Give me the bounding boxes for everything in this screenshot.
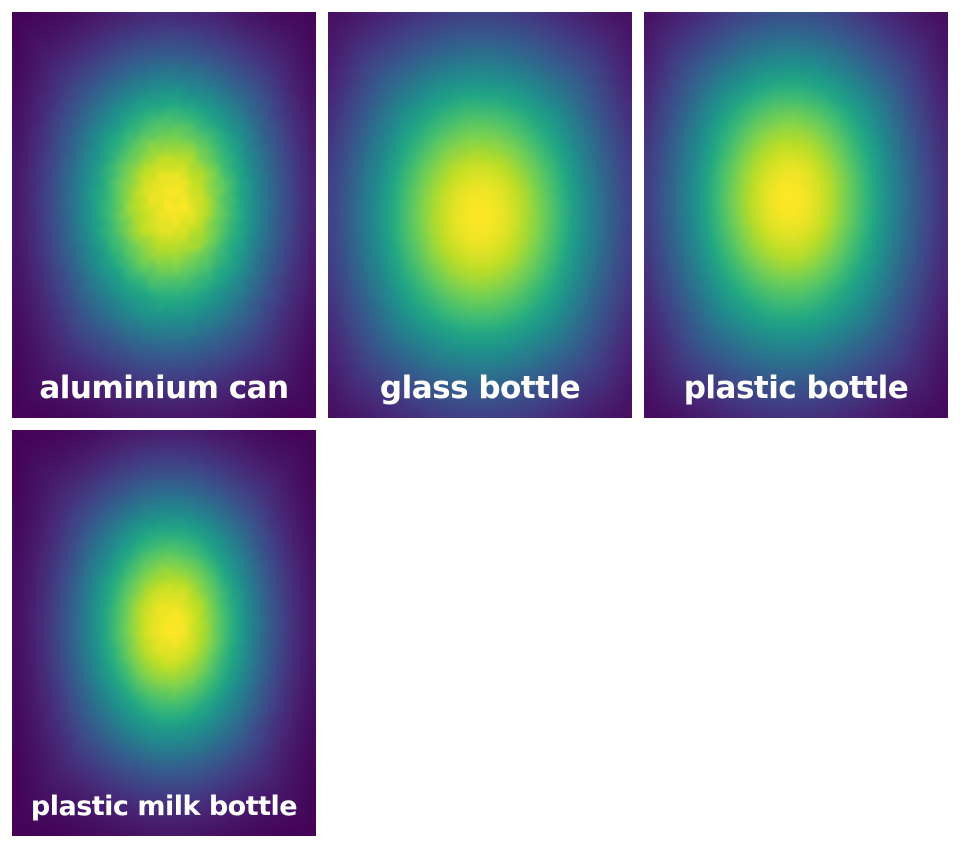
heatmap-panel-glass-bottle: glass bottle xyxy=(328,12,632,418)
heatmap-image xyxy=(328,12,632,418)
heatmap-panel-aluminium-can: aluminium can xyxy=(12,12,316,418)
heatmap-image xyxy=(12,12,316,418)
heatmap-image xyxy=(644,12,948,418)
heatmap-panel-plastic-bottle: plastic bottle xyxy=(644,12,948,418)
panel-label: aluminium can xyxy=(39,370,289,406)
panel-label: plastic milk bottle xyxy=(30,791,298,822)
heatmap-image xyxy=(12,430,316,836)
heatmap-panel-plastic-milk-bottle: plastic milk bottle xyxy=(12,430,316,836)
panel-label: plastic bottle xyxy=(683,370,909,406)
panel-label: glass bottle xyxy=(379,370,581,406)
